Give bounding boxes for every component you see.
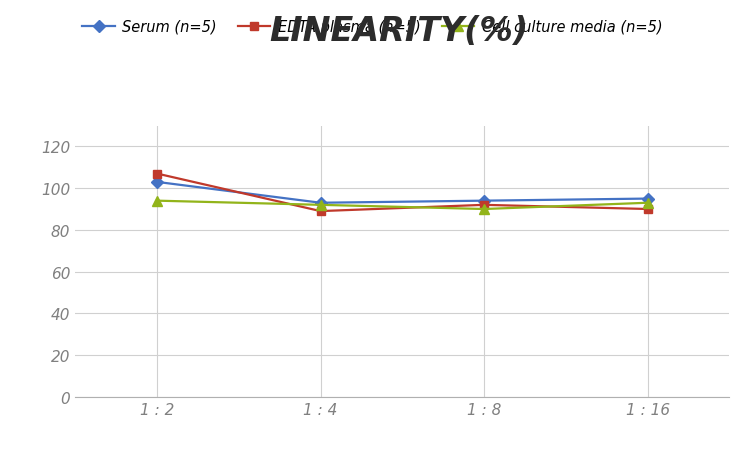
Cell culture media (n=5) — [643, 201, 652, 206]
Cell culture media (n=5) — [316, 202, 325, 208]
EDTA plasma (n=5) — [316, 209, 325, 214]
Line: EDTA plasma (n=5): EDTA plasma (n=5) — [153, 170, 652, 216]
Line: Serum (n=5): Serum (n=5) — [153, 178, 652, 207]
Text: LINEARITY(%): LINEARITY(%) — [269, 15, 528, 48]
EDTA plasma (n=5) — [480, 202, 489, 208]
EDTA plasma (n=5) — [153, 171, 162, 177]
Serum (n=5) — [316, 201, 325, 206]
Line: Cell culture media (n=5): Cell culture media (n=5) — [152, 196, 653, 214]
Serum (n=5) — [643, 197, 652, 202]
Cell culture media (n=5) — [480, 207, 489, 212]
Serum (n=5) — [480, 198, 489, 204]
Cell culture media (n=5) — [153, 198, 162, 204]
Legend: Serum (n=5), EDTA plasma (n=5), Cell culture media (n=5): Serum (n=5), EDTA plasma (n=5), Cell cul… — [83, 20, 663, 35]
Serum (n=5) — [153, 180, 162, 185]
EDTA plasma (n=5) — [643, 207, 652, 212]
